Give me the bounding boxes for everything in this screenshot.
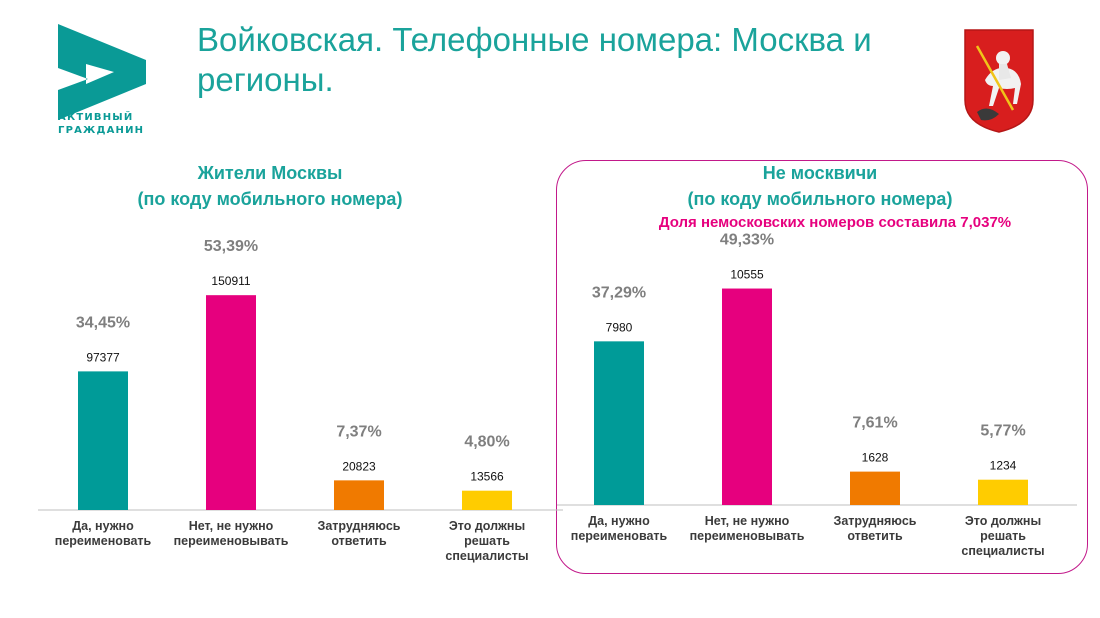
category-label: Нет, не нужно переименовывать	[690, 514, 805, 543]
value-label: 20823	[342, 459, 376, 473]
bar	[78, 371, 128, 510]
percent-label: 5,77%	[980, 423, 1025, 440]
logo-text-line2: ГРАЖДАНИН	[58, 125, 145, 136]
percent-label: 34,45%	[76, 314, 130, 331]
right-chart-subtitle: (по коду мобильного номера)	[687, 189, 953, 209]
moscow-residents-bar-chart: 97377 34,45% Да, нужно переименовать 150911 5…	[38, 238, 563, 563]
category-label: Нет, не нужно переименовывать	[174, 519, 289, 548]
non-moscow-bar-chart: 7980 37,29% Да, нужно переименовать 10555 49,…	[557, 232, 1077, 558]
category-label: Это должны решать специалисты	[445, 519, 528, 563]
left-chart-subtitle: (по коду мобильного номера)	[137, 189, 403, 209]
value-label: 13566	[470, 470, 504, 484]
right-chart-note: Доля немосковских номеров составила 7,03…	[658, 214, 1012, 231]
non-moscow-panel	[556, 160, 1088, 574]
bar	[334, 480, 384, 510]
category-label: Это должны решать специалисты	[961, 514, 1044, 558]
percent-label: 4,80%	[464, 434, 509, 451]
percent-label: 37,29%	[592, 284, 646, 301]
bar	[850, 471, 900, 505]
category-label: Да, нужно переименовать	[571, 514, 668, 543]
category-label: Да, нужно переименовать	[55, 519, 152, 548]
percent-label: 7,61%	[852, 415, 897, 432]
left-chart-title: Жители Москвы	[197, 163, 343, 183]
percent-label: 7,37%	[336, 423, 381, 440]
bar	[462, 490, 512, 510]
value-label: 1234	[990, 459, 1017, 473]
page-title: Войковская. Телефонные номера: Москва и …	[197, 21, 872, 98]
bar	[978, 479, 1028, 505]
bar	[594, 341, 644, 505]
percent-label: 49,33%	[720, 232, 774, 249]
category-label: Затрудняюсь ответить	[834, 514, 917, 543]
category-label: Затрудняюсь ответить	[318, 519, 401, 548]
bar	[206, 295, 256, 510]
aktivny-grazhdanin-logo	[58, 24, 146, 120]
value-label: 150911	[211, 274, 250, 288]
moscow-coat-of-arms-icon	[964, 29, 1034, 133]
bar	[722, 288, 772, 505]
value-label: 7980	[606, 320, 633, 334]
percent-label: 53,39%	[204, 238, 258, 255]
right-chart-title: Не москвичи	[762, 163, 878, 183]
value-label: 10555	[730, 268, 764, 282]
logo-mark	[58, 24, 146, 120]
value-label: 1628	[862, 451, 889, 465]
value-label: 97377	[86, 350, 120, 364]
logo-text-line1: АКТИВНЫЙ	[58, 112, 134, 123]
